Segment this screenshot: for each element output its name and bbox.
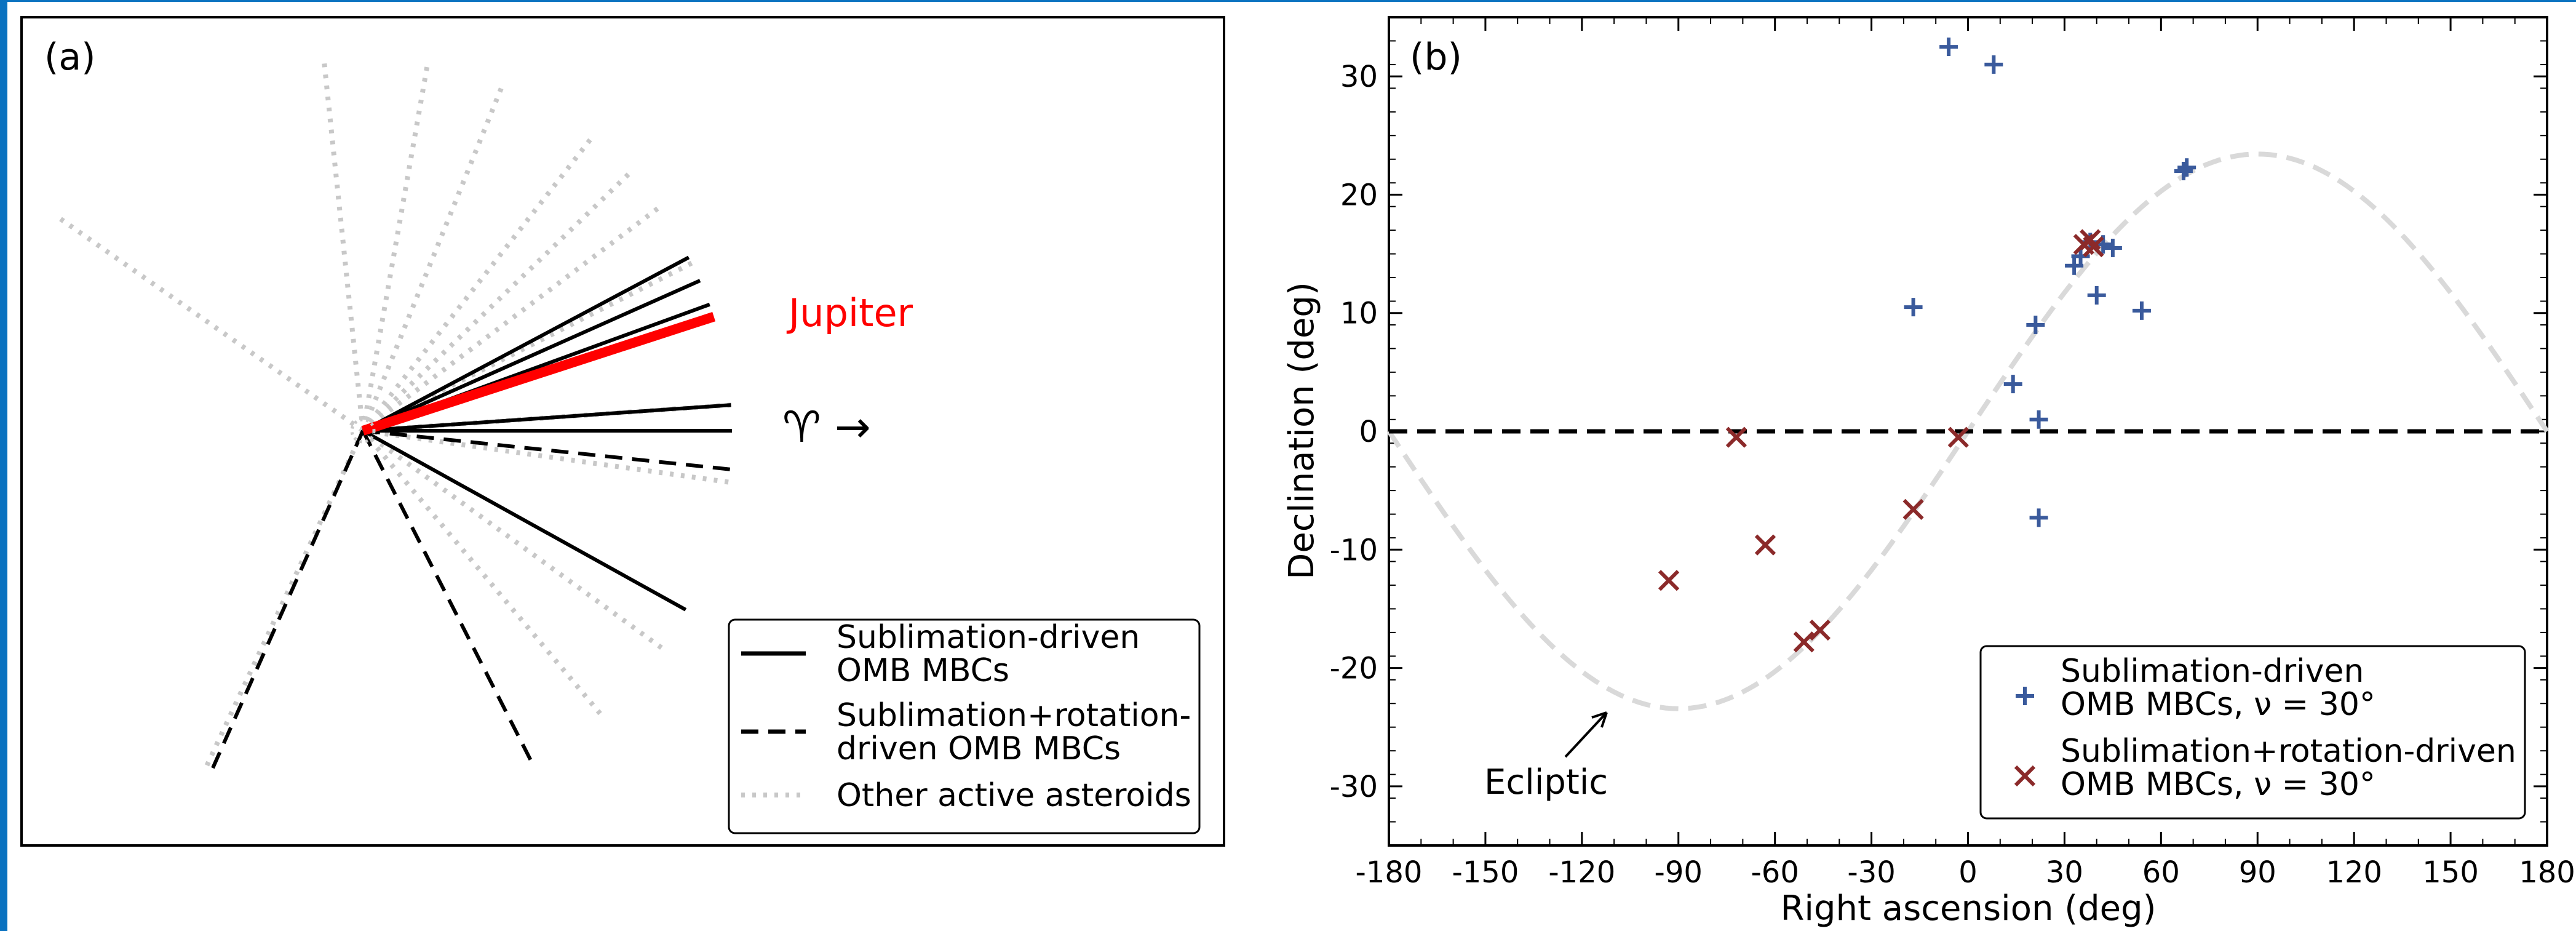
axis-ticks: -180 -150 -120 -90 -60 -30 0 30 60 90 120 150 180 -30… [1330, 17, 2575, 890]
x-tick-label: 150 [2422, 855, 2479, 890]
plus-marker [2174, 161, 2193, 180]
y-tick-label: -20 [1330, 652, 1378, 686]
plus-marker [2132, 301, 2151, 320]
plus-marker [2103, 238, 2122, 257]
jupiter-label: Jupiter [786, 290, 913, 335]
cross-marker [1658, 570, 1680, 591]
reference-lines [1386, 151, 2550, 711]
legend-frame [1979, 645, 2526, 820]
solid-ray [362, 429, 687, 612]
solid-ray [362, 279, 701, 433]
y-tick-label: -30 [1330, 770, 1378, 804]
y-tick-label: 0 [1359, 415, 1378, 449]
legend-marker [2016, 687, 2034, 705]
x-tick-label: -180 [1356, 855, 1423, 890]
x-tick-label: 180 [2519, 855, 2575, 890]
legend-entry-label: Sublimation+rotation-driven [2061, 733, 2516, 770]
plus-marker [1904, 298, 1923, 317]
plus-marker [2029, 410, 2048, 429]
plus-marker [2177, 158, 2196, 177]
panel-a-label: (a) [44, 36, 96, 79]
legend-entry-label: OMB MBCs [837, 652, 1009, 689]
legend-entry-label: Sublimation-driven [2061, 653, 2364, 690]
panel-b-label: (b) [1410, 36, 1462, 79]
x-tick-label: 30 [2046, 855, 2083, 890]
aries-label: ♈ → [782, 402, 871, 452]
ray-group [59, 63, 732, 769]
y-tick-label: 30 [1340, 60, 1378, 94]
legend-entry-label: Sublimation+rotation- [837, 697, 1191, 734]
x-tick-label: 120 [2326, 855, 2382, 890]
x-tick-label: -150 [1452, 855, 1519, 890]
plus-marker [1939, 38, 1958, 57]
y-tick-label: -10 [1330, 533, 1378, 567]
solid-ray [362, 255, 690, 433]
y-tick-label: 20 [1340, 178, 1378, 212]
plus-marker [2029, 508, 2048, 527]
y-tick-label: 10 [1340, 297, 1378, 331]
ecliptic-arrow [1564, 711, 1608, 758]
cross-marker [1754, 534, 1776, 556]
top-edge-bar [0, 0, 2576, 2]
plus-marker [2087, 286, 2106, 305]
plus-marker [2003, 375, 2022, 394]
legend-frame [728, 618, 1201, 834]
y-axis-label: Declination (deg) [1282, 282, 1322, 580]
cross-marker [1902, 498, 1924, 521]
cross-marker [1725, 426, 1747, 448]
panel-a-legend: Sublimation-driven OMB MBCs Sublimation+r… [728, 618, 1201, 834]
plus-marker [2026, 315, 2045, 334]
cross-marker [1947, 426, 1969, 448]
x-tick-label: 0 [1958, 855, 1978, 890]
legend-entry-label: OMB MBCs, ν = 30° [2061, 766, 2375, 803]
data-points [1658, 38, 2196, 653]
panel-b-legend: Sublimation-driven OMB MBCs, ν = 30°Subl… [1979, 645, 2526, 820]
legend-entry-label: Sublimation-driven [837, 619, 1140, 656]
cross-marker [1809, 619, 1831, 641]
x-axis-label: Right ascension (deg) [1780, 889, 2156, 929]
x-tick-label: -90 [1655, 855, 1703, 890]
solid-ray [362, 403, 731, 433]
plus-marker [1984, 55, 2003, 74]
legend-entry-label: driven OMB MBCs [837, 730, 1121, 767]
x-tick-label: -120 [1548, 855, 1615, 890]
dashed-ray [362, 429, 731, 471]
legend-entry-label: OMB MBCs, ν = 30° [2061, 686, 2375, 723]
jupiter-ray [361, 311, 716, 436]
edge-bar [0, 0, 7, 931]
dashed-ray [361, 430, 533, 761]
sun-marker [350, 418, 376, 444]
ecliptic-annotation: Ecliptic [1484, 762, 1608, 802]
panel-b: -180 -150 -120 -90 -60 -30 0 30 60 90 120 150 180 -30… [1282, 16, 2575, 929]
panel-a: (a) Jupiter ♈ → Sublimation-driven OMB M… [20, 16, 1225, 847]
x-tick-label: 60 [2142, 855, 2180, 890]
legend-marker [2014, 765, 2036, 787]
dashed-ray [211, 430, 365, 769]
x-tick-label: -60 [1751, 855, 1799, 890]
x-tick-label: -30 [1847, 855, 1895, 890]
legend-entry-label: Other active asteroids [837, 777, 1191, 814]
cross-marker [2083, 236, 2104, 258]
plus-marker [2065, 256, 2084, 275]
x-tick-label: 90 [2239, 855, 2276, 890]
cross-marker [1793, 631, 1815, 653]
